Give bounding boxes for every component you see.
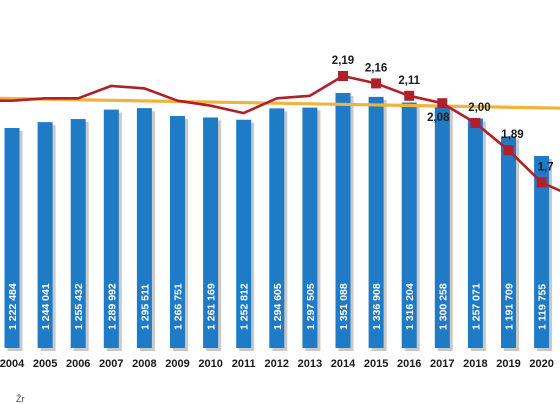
rate-point-label: 1,89 [501,129,523,141]
x-tick-label: 2008 [132,358,156,370]
bar-2016 [401,102,417,348]
bar-value-label: 1 257 071 [470,283,482,330]
bar-value-label: 1 336 908 [371,283,383,330]
x-tick-label: 2011 [232,358,256,370]
bar-2008 [136,108,152,349]
x-tick-label: 2013 [298,358,322,370]
x-tick-label: 2005 [33,358,57,370]
bar-2005 [37,122,53,348]
bar-2014 [335,93,351,348]
bar-value-label: 1 261 169 [206,283,218,330]
rate-marker-2017 [437,98,448,109]
bar-value-label: 1 316 204 [404,283,416,330]
rate-point-label: 2,11 [398,75,420,87]
bar-value-label: 1 244 041 [40,283,52,330]
footer-source-label: Źr [16,394,25,404]
bar-value-label: 1 252 812 [239,283,251,330]
bar-2017 [434,106,450,348]
bar-value-label: 1 297 505 [305,283,317,330]
x-tick-label: 2015 [364,358,388,370]
x-tick-label: 2018 [463,358,487,370]
x-tick-label: 2007 [99,358,123,370]
x-tick-label: 2010 [198,358,222,370]
x-tick-label: 2004 [0,358,25,370]
rate-marker-2020 [536,177,547,188]
x-tick-label: 2006 [66,358,90,370]
bar-value-label: 1 295 511 [139,284,151,330]
rate-marker-2018 [470,118,481,128]
rate-marker-2019 [503,145,514,156]
rate-point-label: 2,00 [468,102,490,114]
x-tick-label: 2019 [496,358,520,370]
bar-value-label: 1 266 751 [173,283,185,330]
rate-marker-2014 [338,71,348,81]
bar-value-label: 1 289 992 [106,283,118,330]
bar-2018 [467,118,483,348]
bar-2011 [236,119,252,349]
bar-value-label: 1 222 484 [7,283,19,330]
bar-2006 [70,119,86,348]
bar-2012 [269,108,285,348]
bar-2019 [501,136,516,348]
bar-2004 [4,128,20,348]
x-tick-label: 2009 [165,358,189,370]
bar-2007 [103,109,119,349]
bar-value-label: 1 300 258 [437,283,449,330]
bar-value-label: 1 351 088 [338,283,350,330]
bar-value-label: 1 119 755 [537,284,549,330]
bar-2020 [534,155,550,348]
x-tick-label: 2014 [331,358,356,370]
rate-marker-2015 [371,78,382,89]
x-tick-label: 2016 [397,358,421,370]
rate-point-label: 2,19 [332,55,354,67]
bar-value-label: 1 191 709 [504,283,516,330]
bar-2010 [203,117,219,349]
bar-2013 [302,107,318,348]
bar-value-label: 1 294 605 [272,283,284,330]
bar-value-label: 1 255 432 [73,283,85,330]
reference-line [0,96,560,110]
rate-marker-2016 [404,90,415,101]
bar-2009 [170,115,185,348]
x-tick-label: 2017 [430,358,454,370]
bar-2015 [368,96,384,348]
rate-point-label: 1,7 [538,161,554,173]
x-tick-label: 2012 [265,358,289,370]
x-tick-label: 2020 [529,358,553,370]
rate-point-label: 2,16 [365,62,387,74]
rate-point-label: 2,08 [427,112,450,124]
